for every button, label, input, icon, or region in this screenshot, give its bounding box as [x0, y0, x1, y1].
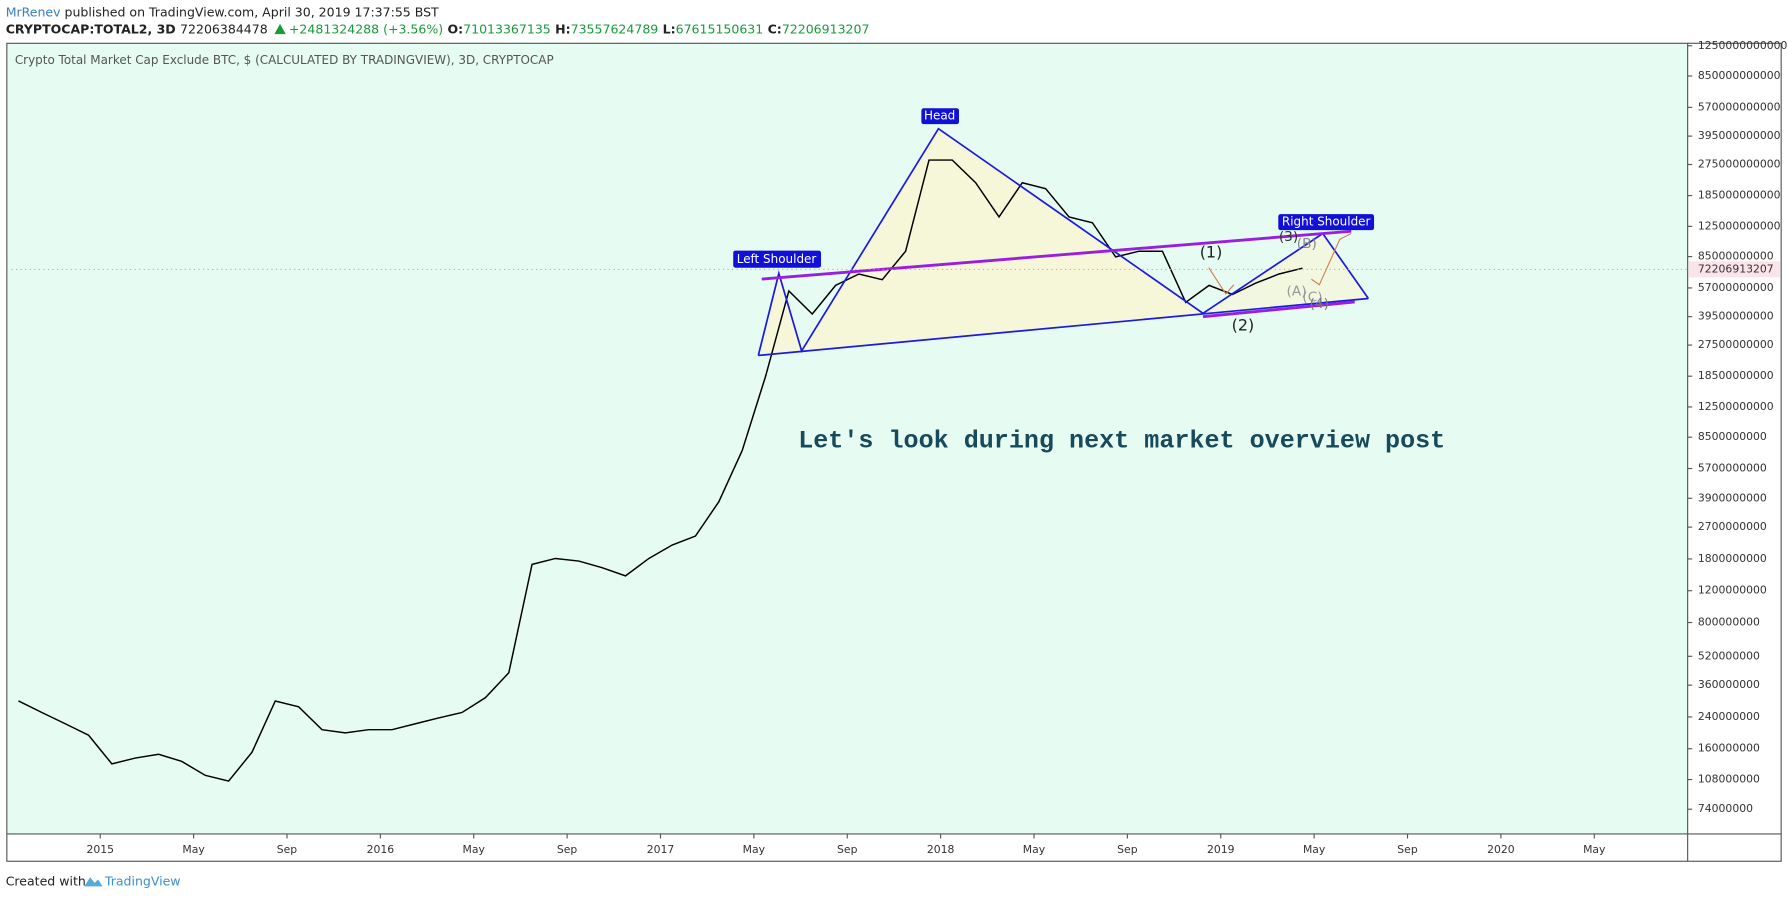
up-arrow	[274, 23, 286, 35]
series-layer	[18, 159, 1303, 782]
y-tick-label: 74000000	[1698, 802, 1753, 815]
header-line: MrRenev published on TradingView.com, Ap…	[6, 4, 439, 19]
resistance-line	[761, 229, 1352, 281]
plot-area	[6, 43, 1688, 834]
y-tick-label: 800000000	[1698, 616, 1760, 629]
last-price-box	[1688, 261, 1781, 278]
h-value: 73557624789	[571, 21, 659, 36]
x-tick-label: 2019	[1207, 843, 1235, 856]
wave-label: (A)	[1287, 284, 1307, 300]
x-tick-label: 2017	[647, 843, 675, 856]
wave-label: (1)	[1200, 242, 1223, 261]
pattern-label: Right Shoulder	[1282, 215, 1371, 229]
x-tick-label: Sep	[557, 843, 578, 856]
y-tick-label: 8500000000	[1698, 430, 1767, 443]
c-label: C:	[768, 21, 782, 36]
footer-text: Created with	[6, 873, 86, 888]
l-value: 67615150631	[676, 21, 764, 36]
y-tick-label: 520000000	[1698, 649, 1760, 662]
pattern-label: Head	[924, 109, 955, 123]
y-tick-label: 850000000000	[1698, 69, 1781, 82]
x-tick-label: 2015	[86, 843, 114, 856]
c-value: 72206913207	[782, 21, 870, 36]
x-tick-label: 2018	[927, 843, 955, 856]
logo	[84, 877, 103, 887]
support-line	[1202, 300, 1355, 319]
y-tick-label: 1800000000	[1698, 552, 1767, 565]
x-tick-label: May	[1303, 843, 1326, 856]
x-tick-label: May	[743, 843, 766, 856]
y-tick-label: 5700000000	[1698, 462, 1767, 475]
y-tick-label: 108000000	[1698, 773, 1760, 786]
wave-label: (4)	[1310, 296, 1329, 312]
x-tick-label: May	[1583, 843, 1606, 856]
symbol-line: CRYPTOCAP:TOTAL2, 3D 72206384478 __ +248…	[6, 21, 870, 37]
y-tick-label: 360000000	[1698, 678, 1760, 691]
l-label: L:	[663, 21, 676, 36]
wave-label: (3)	[1279, 229, 1298, 245]
price-line	[18, 159, 1303, 782]
change: +2481324288 (+3.56%)	[289, 21, 443, 36]
x-tick-label: May	[1023, 843, 1046, 856]
symbol: CRYPTOCAP:TOTAL2, 3D	[6, 21, 176, 36]
label-box	[1278, 214, 1375, 231]
annotation: Let's look during next market overview p…	[798, 427, 1445, 456]
last-price-label: 72206913207	[1698, 262, 1774, 275]
wave-label: (C)	[1302, 289, 1322, 305]
chart-title: Crypto Total Market Cap Exclude BTC, $ (…	[15, 53, 554, 67]
x-tick-label: Sep	[1117, 843, 1138, 856]
wave-line	[1311, 233, 1352, 286]
y-tick-label: 2700000000	[1698, 520, 1767, 533]
x-tick-label: Sep	[837, 843, 858, 856]
y-tick-label: 125000000000	[1698, 219, 1781, 232]
wave-label: (2)	[1232, 315, 1255, 334]
published: published on TradingView.com, April 30, …	[65, 4, 440, 19]
y-tick-label: 57000000000	[1698, 281, 1774, 294]
o-value: 71013367135	[463, 21, 551, 36]
x-tick-label: 2020	[1487, 843, 1515, 856]
author[interactable]: MrRenev	[6, 4, 61, 19]
last: 72206384478	[180, 21, 268, 36]
y-tick-label: 185000000000	[1698, 189, 1781, 202]
y-tick-label: 3900000000	[1698, 491, 1767, 504]
wave-label: (B)	[1297, 236, 1317, 252]
label-box	[921, 108, 959, 125]
y-tick-label: 18500000000	[1698, 369, 1774, 382]
o-label: O:	[447, 21, 463, 36]
y-tick-label: 27500000000	[1698, 338, 1774, 351]
x-tick-label: May	[182, 843, 205, 856]
y-tick-label: 85000000000	[1698, 250, 1774, 263]
y-tick-label: 395000000000	[1698, 129, 1781, 142]
pattern-fill	[761, 128, 1204, 356]
neckline	[758, 297, 1369, 357]
y-tick-label: 570000000000	[1698, 100, 1781, 113]
pattern-fill	[1203, 233, 1369, 314]
x-tick-label: May	[463, 843, 486, 856]
y-tick-label: 39500000000	[1698, 310, 1774, 323]
y-tick-label: 275000000000	[1698, 158, 1781, 171]
footer-brand[interactable]: TradingView	[104, 873, 181, 888]
y-tick-label: 1200000000	[1698, 584, 1767, 597]
y-tick-label: 160000000	[1698, 742, 1760, 755]
y-tick-label: 240000000	[1698, 710, 1760, 723]
frame	[6, 42, 1782, 862]
y-tick-label: 1250000000000	[1698, 39, 1788, 52]
label-box	[733, 250, 822, 268]
pattern-label: Left Shoulder	[737, 252, 817, 266]
x-tick-label: Sep	[1397, 843, 1418, 856]
wave-line	[1208, 267, 1235, 295]
x-tick-label: 2016	[367, 843, 395, 856]
h-label: H:	[555, 21, 570, 36]
x-tick-label: Sep	[277, 843, 298, 856]
y-tick-label: 12500000000	[1698, 400, 1774, 413]
